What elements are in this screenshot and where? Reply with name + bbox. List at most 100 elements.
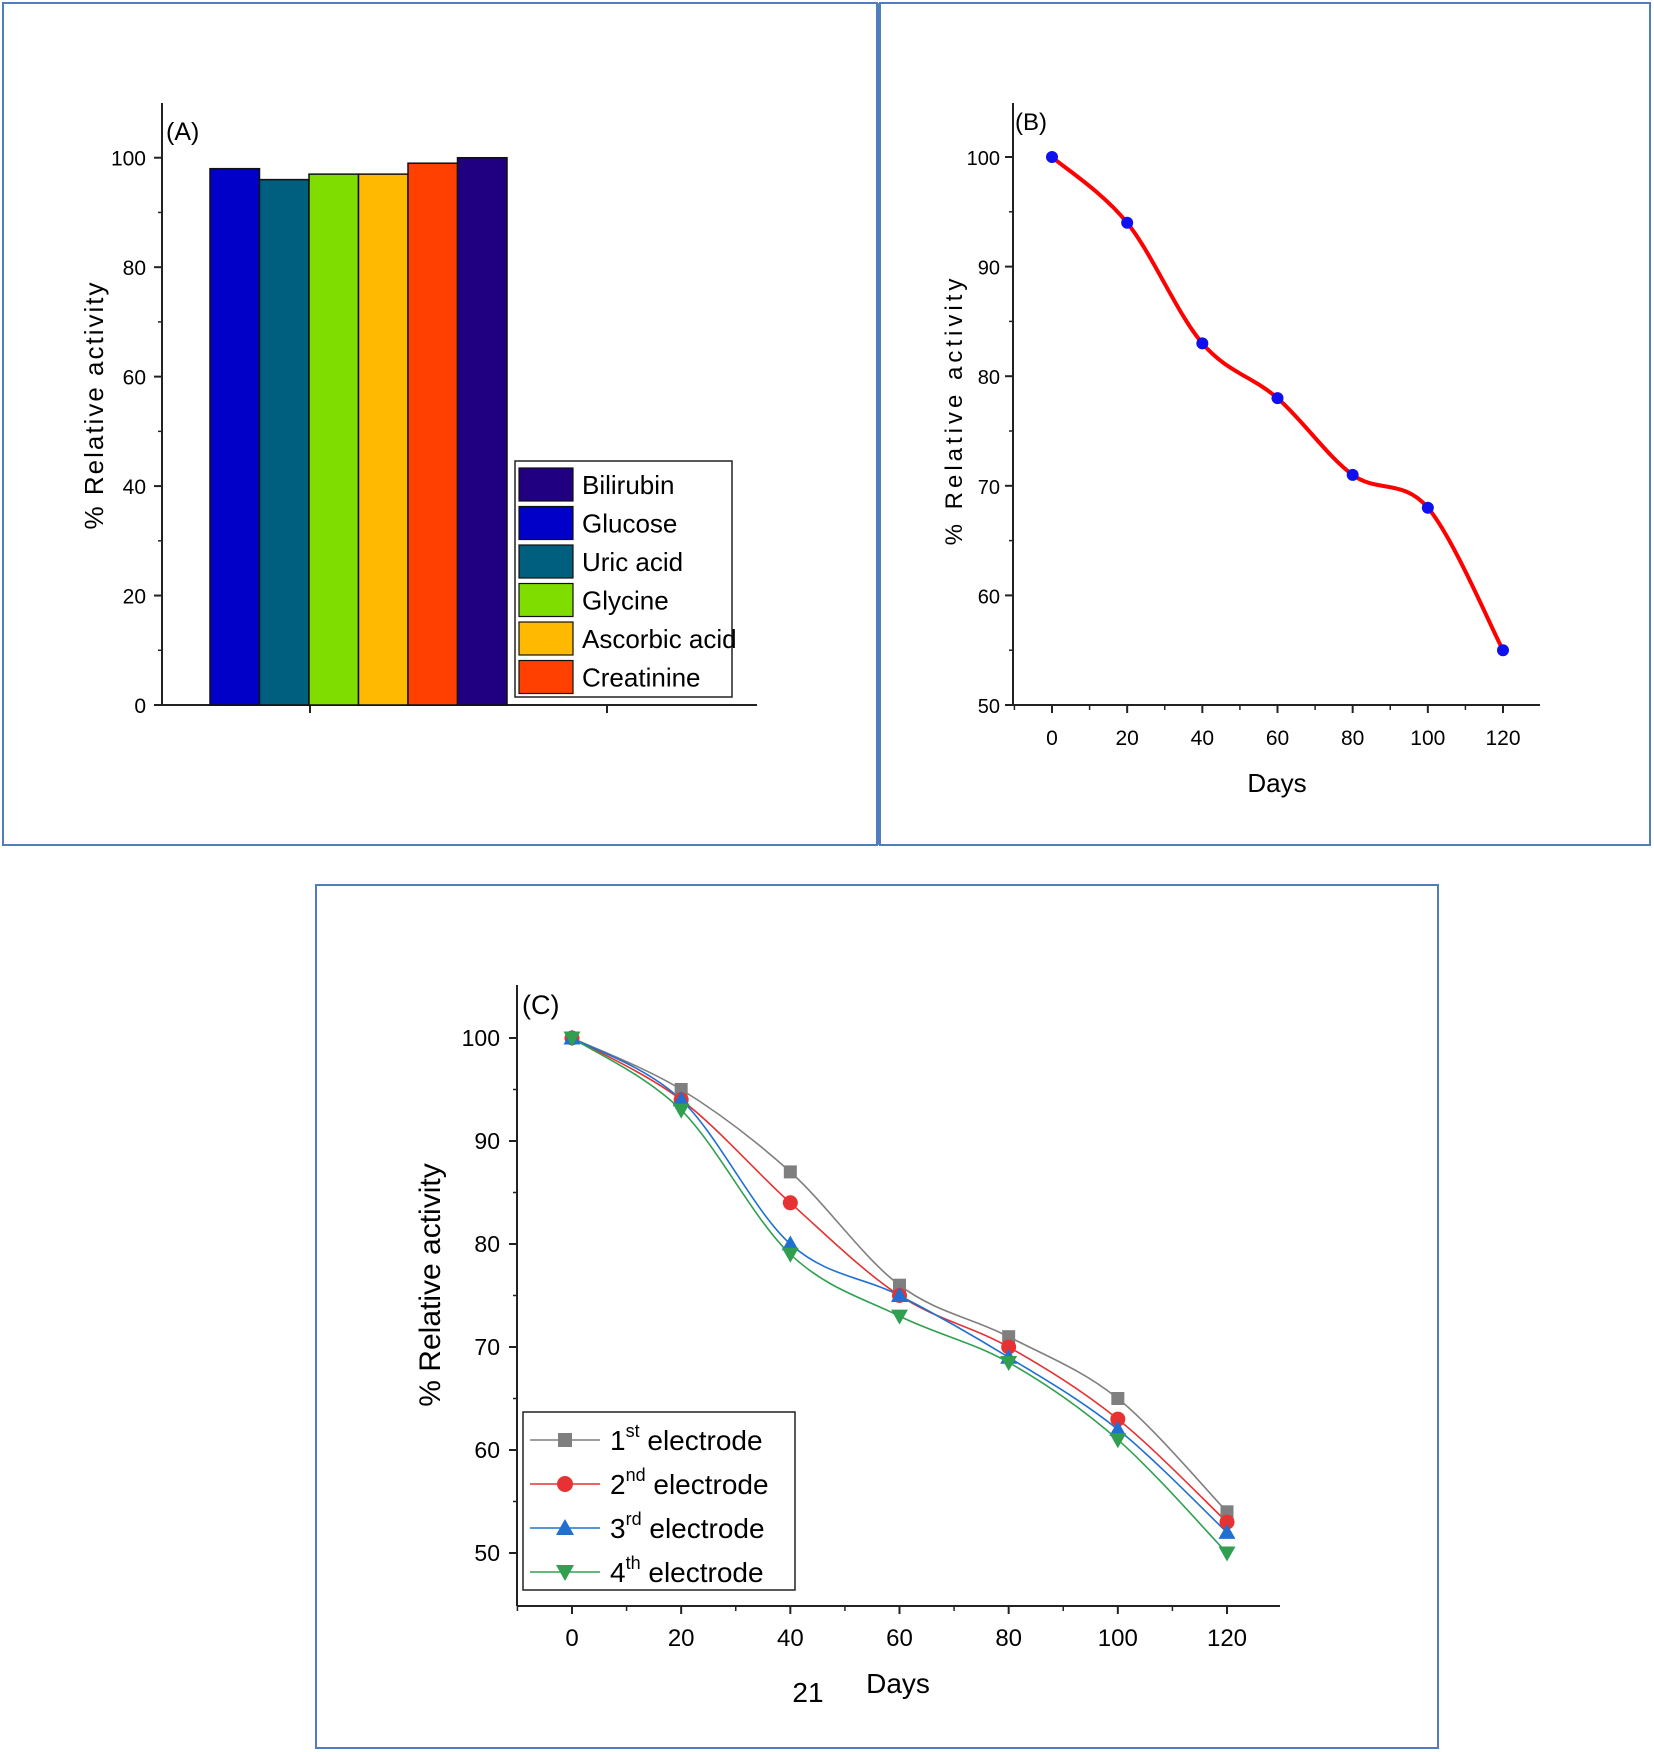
legend-entry: Creatinine xyxy=(582,663,701,693)
panel-b-data-point xyxy=(1046,151,1058,163)
panel-c-data-point xyxy=(1218,1546,1236,1562)
legend-entry: Uric acid xyxy=(582,547,683,577)
legend-swatch xyxy=(518,505,574,541)
legend-entry: 3rd electrode xyxy=(610,1509,765,1544)
panel-c-y-tick-label: 50 xyxy=(474,1540,500,1566)
legend-entry: 4th electrode xyxy=(610,1553,764,1588)
panel-c-x-tick-label: 80 xyxy=(995,1625,1022,1652)
panel-c-x-tick-label: 20 xyxy=(668,1625,695,1652)
legend-marker xyxy=(557,1476,573,1492)
panel-c-label: (C) xyxy=(522,990,559,1020)
panel-c-y-tick-label: 90 xyxy=(474,1128,500,1154)
panel-c-frame xyxy=(315,884,1439,1749)
panel-c-data-point xyxy=(1110,1411,1126,1427)
panel-c-data-point xyxy=(672,1103,690,1119)
panel-b-x-axis-label: Days xyxy=(1247,768,1306,798)
panel-a-y-tick-label: 100 xyxy=(111,148,146,171)
legend-entry: Glycine xyxy=(582,586,669,616)
panel-c-x-tick-label: 0 xyxy=(565,1625,578,1652)
legend-entry: Bilirubin xyxy=(582,470,675,500)
panel-b-data-point xyxy=(1121,216,1134,229)
panel-c-data-point xyxy=(781,1235,799,1251)
panel-b-label: (B) xyxy=(1015,109,1047,136)
panel-c-data-point xyxy=(1001,1339,1017,1355)
panel-c-data-point xyxy=(1109,1420,1127,1436)
page-number: 21 xyxy=(792,1677,823,1708)
panel-c-data-point xyxy=(893,1278,906,1292)
panel-b-data-point xyxy=(1196,337,1209,350)
panel-b-data-point xyxy=(1421,501,1434,514)
legend-swatch xyxy=(518,659,574,695)
legend-entry: 1st electrode xyxy=(610,1421,763,1456)
legend-swatch xyxy=(518,467,574,502)
panel-c-data-point xyxy=(891,1287,908,1302)
panel-a-y-tick-label: 60 xyxy=(123,367,146,390)
legend-marker xyxy=(558,1433,572,1447)
panel-b-y-tick-label: 70 xyxy=(978,477,1000,499)
panel-b-y-tick-label: 80 xyxy=(978,367,1000,389)
panel-b-x-tick-label: 20 xyxy=(1115,727,1138,750)
bar-uric-acid xyxy=(258,178,310,706)
panel-c-y-tick-label: 60 xyxy=(474,1437,500,1463)
panel-c-y-tick-label: 100 xyxy=(462,1025,500,1051)
panel-c-chart: 0 20 40 60 80 100 120 50 60 70 80 90 100 (C) Days %… xyxy=(414,985,1280,1708)
panel-c-y-tick-label: 80 xyxy=(474,1231,500,1257)
panel-b-chart: 0 20 40 60 80 100 120 50 60 70 80 90 100 (B) Days %… xyxy=(941,103,1540,798)
legend-swatch xyxy=(518,544,574,579)
panel-c-data-point xyxy=(1111,1392,1125,1405)
panel-b-data-point xyxy=(1346,468,1359,481)
panel-b-x-tick-label: 0 xyxy=(1046,727,1058,750)
panel-c-data-point xyxy=(783,1165,797,1179)
panel-a-y-tick-label: 20 xyxy=(123,586,146,609)
panel-b-y-axis-label: % Relative activity xyxy=(941,275,968,546)
legend-entry: Glucose xyxy=(582,509,677,539)
legend-entry: Ascorbic acid xyxy=(582,624,737,654)
legend-entry: 2nd electrode xyxy=(610,1465,769,1500)
panel-c-data-point xyxy=(674,1083,688,1096)
panel-b-data-point xyxy=(1271,392,1284,405)
panel-a-y-tick-label: 0 xyxy=(134,695,146,718)
panel-c-y-tick-label: 70 xyxy=(474,1334,500,1360)
panel-c-data-point xyxy=(891,1309,908,1325)
panel-b-frame xyxy=(879,2,1651,846)
legend-swatch xyxy=(518,621,574,656)
panel-a-label: (A) xyxy=(166,118,199,146)
panel-c-y-axis-label: % Relative activity xyxy=(414,1163,447,1406)
panel-b-x-tick-label: 100 xyxy=(1410,727,1445,750)
panel-c-x-tick-label: 120 xyxy=(1207,1625,1247,1652)
bar-ascorbic-acid xyxy=(357,173,409,706)
panel-a-y-axis-label: % Relative activity xyxy=(79,281,109,530)
panel-b-x-tick-label: 80 xyxy=(1341,727,1364,750)
panel-c-x-axis-label: Days xyxy=(866,1668,930,1699)
panel-b-y-tick-label: 50 xyxy=(978,696,1000,718)
panel-c-data-point xyxy=(672,1091,690,1107)
panel-a-y-tick-label: 40 xyxy=(123,476,146,499)
bar-glucose xyxy=(209,167,261,706)
legend-marker xyxy=(556,1519,574,1535)
panel-c-data-point xyxy=(781,1247,799,1263)
panel-b-y-tick-label: 90 xyxy=(978,258,1000,280)
panel-b-y-tick-label: 60 xyxy=(978,586,1000,608)
panel-c-data-point xyxy=(1218,1523,1236,1539)
panel-b-x-tick-label: 40 xyxy=(1191,727,1214,750)
bar-bilirubin xyxy=(456,156,508,706)
panel-c-x-tick-label: 60 xyxy=(886,1625,913,1652)
panel-c-x-tick-label: 100 xyxy=(1098,1625,1138,1652)
panel-c-x-tick-label: 40 xyxy=(777,1625,804,1652)
panel-b-x-tick-label: 60 xyxy=(1266,727,1289,750)
panel-c-data-point xyxy=(782,1195,798,1211)
bar-glycine xyxy=(308,173,360,706)
panel-b-y-tick-label: 100 xyxy=(967,148,1000,170)
panel-b-x-tick-label: 120 xyxy=(1485,727,1520,750)
panel-c-data-point xyxy=(1109,1433,1127,1449)
legend-swatch xyxy=(518,582,574,618)
panel-c-data-point xyxy=(563,1031,581,1047)
panel-a-chart: 0 20 40 60 80 100 (A) % Relative activity Bil… xyxy=(79,103,757,718)
panel-c-data-point xyxy=(1002,1330,1016,1344)
panel-c-data-point xyxy=(1220,1505,1234,1519)
panel-c-data-point xyxy=(1000,1355,1018,1371)
legend-marker xyxy=(556,1565,574,1581)
bar-creatinine xyxy=(407,162,459,706)
panel-b-data-point xyxy=(1497,644,1509,657)
